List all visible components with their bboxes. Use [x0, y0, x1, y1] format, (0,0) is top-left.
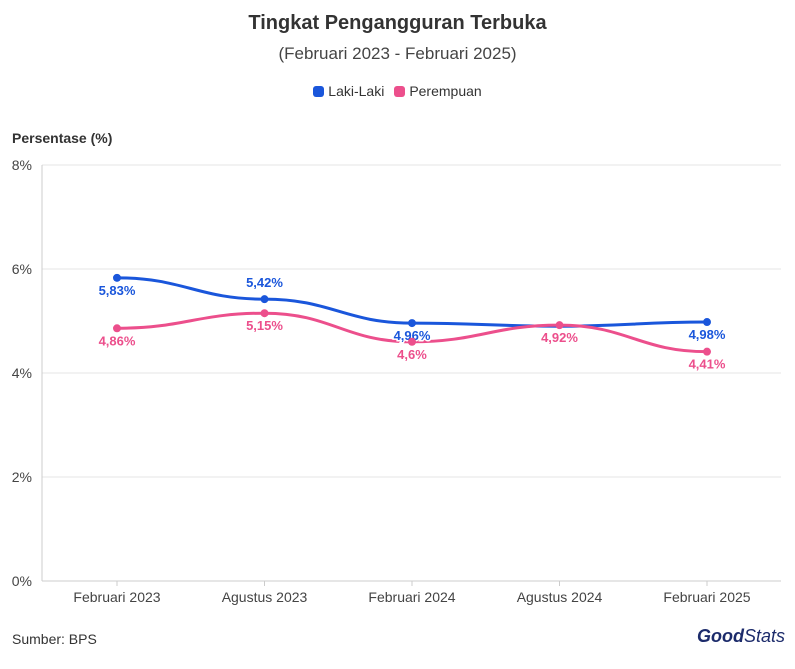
x-tick-label: Februari 2023 [73, 589, 160, 605]
data-label-laki: 4,98% [689, 327, 726, 342]
legend-label-perempuan: Perempuan [409, 83, 482, 99]
goodstats-logo: Good Stats [697, 626, 785, 647]
data-label-perempuan: 4,92% [541, 330, 578, 345]
data-label-laki: 5,83% [99, 283, 136, 298]
legend-label-laki: Laki-Laki [328, 83, 385, 99]
chart-subtitle: (Februari 2023 - Februari 2025) [278, 44, 517, 63]
legend-swatch-laki [313, 85, 325, 97]
y-tick-label: 8% [12, 157, 32, 173]
x-tick-label: Februari 2025 [663, 589, 750, 605]
data-label-laki: 4,96% [394, 328, 431, 343]
data-point-laki [113, 273, 121, 282]
data-point-laki [260, 295, 269, 304]
y-tick-label: 2% [12, 469, 32, 485]
y-axis-title: Persentase (%) [12, 130, 113, 146]
data-point-perempuan [113, 324, 121, 333]
logo-good: Good [696, 626, 744, 646]
y-tick-label: 0% [12, 573, 32, 589]
data-label-perempuan: 4,86% [99, 333, 136, 348]
logo-stats: Stats [743, 626, 785, 646]
source-note: Sumber: BPS [12, 631, 97, 647]
data-label-perempuan: 5,15% [246, 318, 283, 333]
data-point-perempuan [408, 337, 416, 346]
data-point-laki [703, 318, 711, 327]
data-point-laki [408, 319, 416, 328]
x-tick-label: Agustus 2024 [517, 589, 603, 605]
data-point-perempuan [555, 321, 564, 330]
chart-title: Tingkat Pengangguran Terbuka [248, 12, 547, 34]
y-tick-label: 6% [12, 261, 32, 277]
data-point-perempuan [703, 347, 711, 356]
data-label-laki: 5,42% [246, 275, 283, 290]
x-tick-label: Februari 2024 [368, 589, 455, 605]
legend-swatch-perempuan [394, 85, 406, 97]
y-tick-label: 4% [12, 365, 32, 381]
data-point-perempuan [260, 309, 269, 318]
legend-item-laki[interactable]: Laki-Laki [313, 83, 384, 99]
legend: Laki-Laki Perempuan [0, 83, 795, 99]
legend-item-perempuan[interactable]: Perempuan [394, 83, 482, 99]
data-label-perempuan: 4,41% [689, 357, 726, 372]
data-label-perempuan: 4,6% [397, 347, 427, 362]
x-tick-label: Agustus 2023 [222, 589, 308, 605]
